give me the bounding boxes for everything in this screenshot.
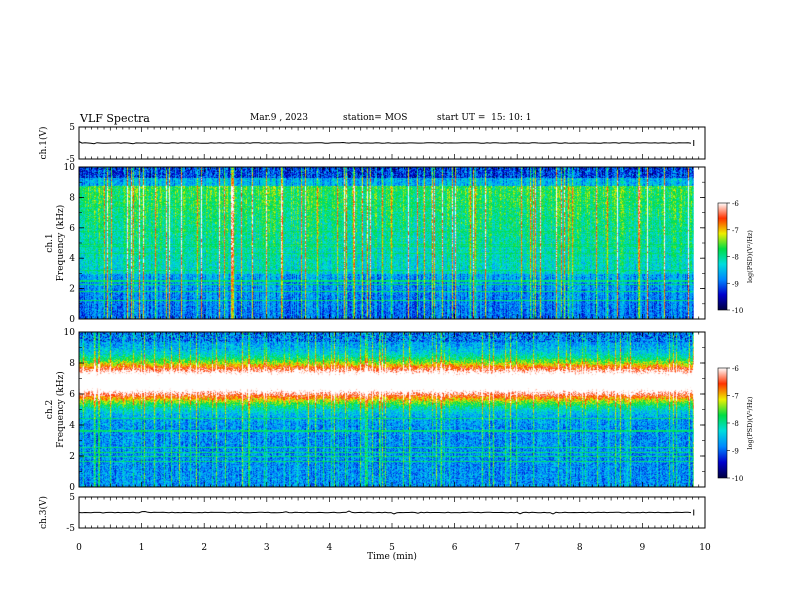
spectrogram-ch1 xyxy=(79,167,694,319)
ytick-label: 8 xyxy=(69,359,75,369)
waveform-trace xyxy=(78,140,692,145)
ylabel-channel: ch.2 xyxy=(45,400,55,419)
ytick-label: 4 xyxy=(69,254,75,264)
date-label: Mar.9 , 2023 xyxy=(250,113,308,123)
colorbar-tick-label: -10 xyxy=(732,475,743,483)
xtick-label: 9 xyxy=(640,543,646,553)
colorbar-tick-label: -8 xyxy=(732,420,739,428)
start-ut-label: start UT = 15: 10: 1 xyxy=(437,113,532,123)
xtick-label: 2 xyxy=(201,543,207,553)
ylabel-frequency: Frequency (kHz) xyxy=(55,205,66,282)
colorbar-tick-label: -10 xyxy=(732,307,743,315)
ytick-label: 0 xyxy=(69,315,75,325)
xtick-label: 3 xyxy=(264,543,270,553)
xtick-label: 8 xyxy=(577,543,583,553)
colorbar xyxy=(717,367,728,479)
ytick-label: 6 xyxy=(69,390,75,400)
xtick-label: 0 xyxy=(76,543,82,553)
ytick-label: 6 xyxy=(69,224,75,234)
ytick-label: 10 xyxy=(64,163,76,173)
colorbar-tick-label: -7 xyxy=(732,227,739,235)
ytick-label: 0 xyxy=(69,483,75,493)
xtick-label: 5 xyxy=(389,543,395,553)
station-label: station= MOS xyxy=(343,113,408,123)
colorbar-tick-label: -8 xyxy=(732,254,739,262)
xtick-label: 7 xyxy=(514,543,520,553)
xtick-label: 10 xyxy=(699,543,711,553)
colorbar-label: log(PSD)(V²/Hz) xyxy=(746,396,754,449)
ytick-label: 2 xyxy=(69,285,75,295)
ytick-label: 8 xyxy=(69,193,75,203)
ylabel-channel: ch.1 xyxy=(45,233,55,252)
colorbar-label: log(PSD)(V²/Hz) xyxy=(746,230,754,283)
ytick-label: 5 xyxy=(69,493,75,503)
ylabel-waveform: ch.3(V) xyxy=(38,496,49,529)
colorbar-tick-label: -7 xyxy=(732,393,739,401)
colorbar xyxy=(717,202,728,311)
chart-title: VLF Spectra xyxy=(80,112,150,125)
ylabel-frequency: Frequency (kHz) xyxy=(55,371,66,448)
ytick-label: 10 xyxy=(64,328,76,338)
ytick-label: 2 xyxy=(69,452,75,462)
ytick-label: 5 xyxy=(69,123,75,133)
xtick-label: 6 xyxy=(452,543,458,553)
colorbar-tick-label: -6 xyxy=(732,365,739,373)
ytick-label: -5 xyxy=(66,155,75,165)
colorbar-tick-label: -9 xyxy=(732,280,739,288)
waveform-trace xyxy=(78,510,692,515)
ylabel-waveform: ch.1(V) xyxy=(38,127,49,160)
xaxis-label: Time (min) xyxy=(367,551,417,562)
colorbar-tick-label: -9 xyxy=(732,448,739,456)
xtick-label: 1 xyxy=(139,543,145,553)
colorbar-tick-label: -6 xyxy=(732,200,739,208)
ytick-label: 4 xyxy=(69,421,75,431)
xtick-label: 4 xyxy=(327,543,333,553)
spectrogram-ch2 xyxy=(79,332,694,487)
ytick-label: -5 xyxy=(66,524,75,534)
